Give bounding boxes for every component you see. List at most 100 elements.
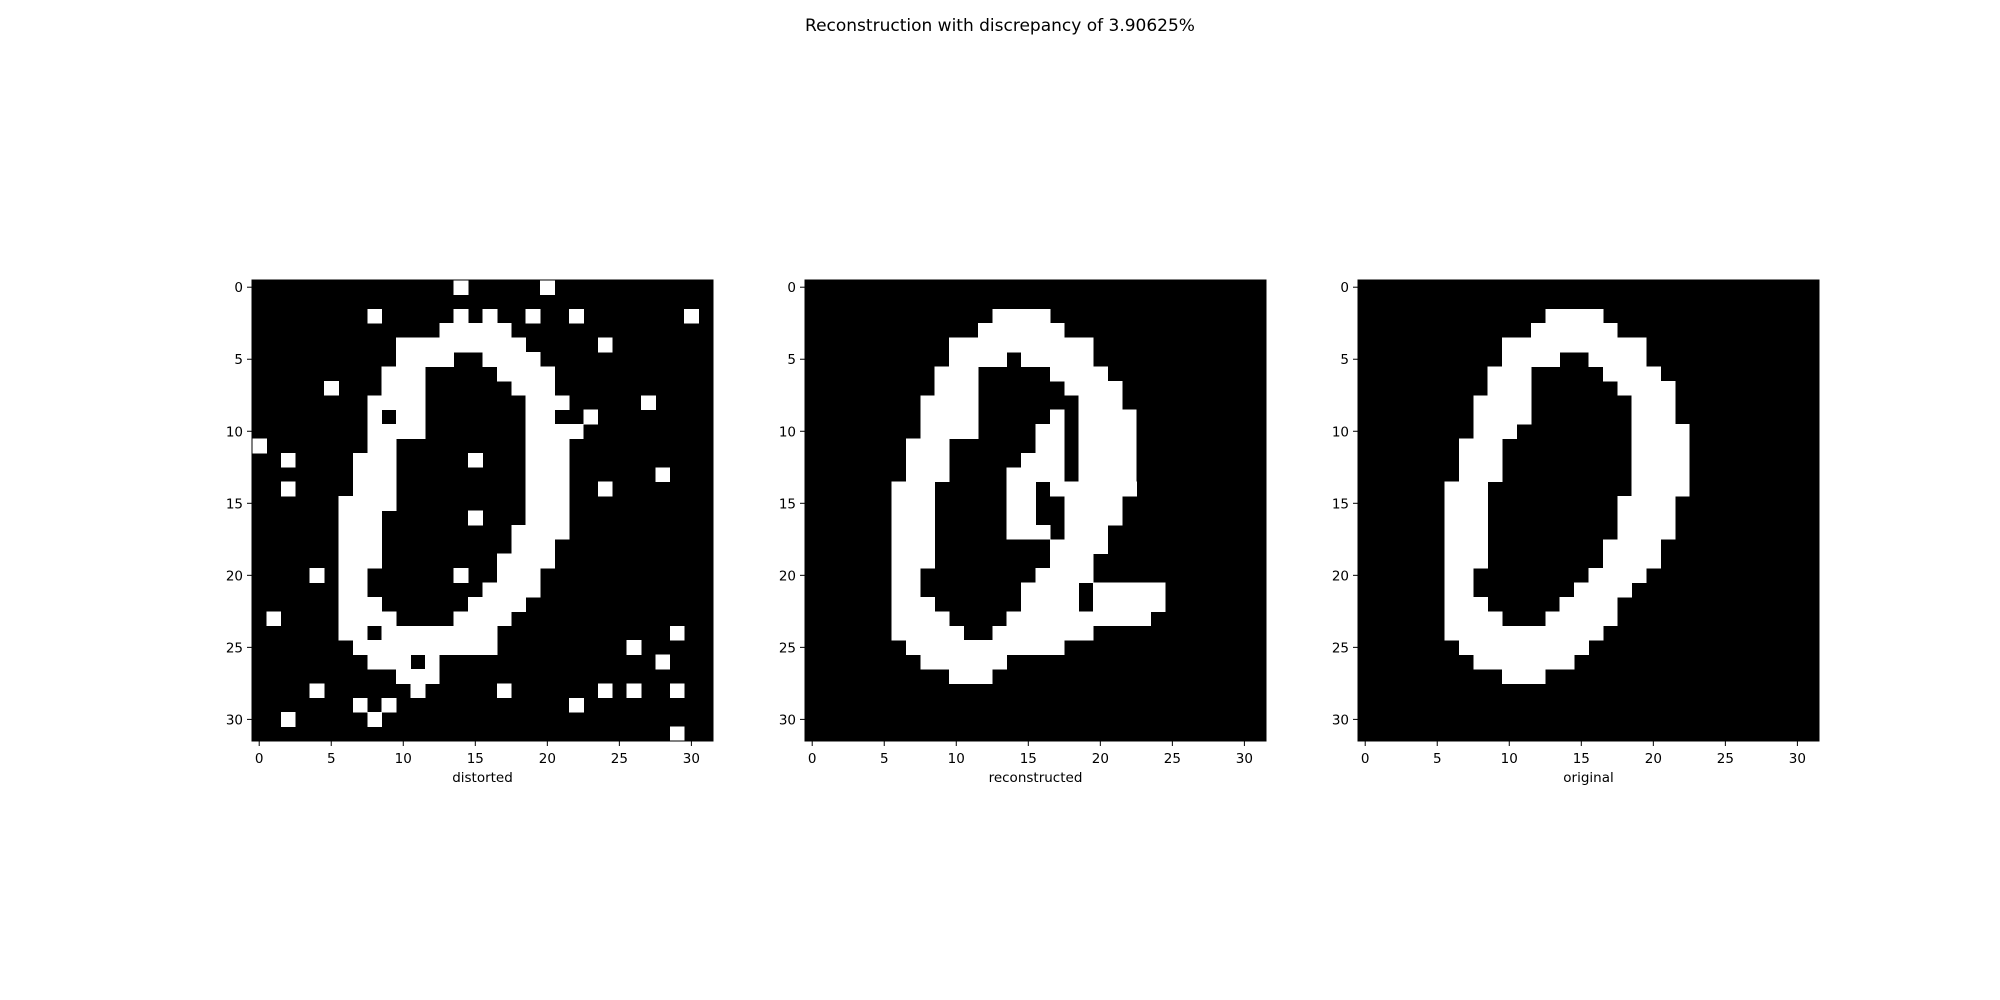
pixel-run [934, 366, 979, 382]
pixel-run [640, 395, 656, 411]
pixel-run [905, 452, 950, 468]
pixel-run [453, 611, 512, 627]
pixel-run [482, 352, 541, 367]
pixel-run [669, 683, 685, 699]
pixel-run [309, 683, 325, 699]
y-tick-label: 20 [779, 568, 796, 584]
pixel-run [1631, 481, 1690, 497]
pixel-run [891, 539, 936, 555]
pixel-run [891, 553, 936, 569]
y-tick-label: 15 [1332, 496, 1349, 512]
x-tick-label: 10 [1501, 751, 1518, 767]
pixel-run [1444, 568, 1474, 583]
pixel-run [280, 452, 296, 468]
pixel-run [338, 625, 368, 641]
x-axis-label: original [1563, 770, 1613, 786]
y-tick-label: 0 [1340, 280, 1349, 296]
pixel-run [367, 654, 411, 670]
pixel-run [338, 568, 368, 583]
pixel-run [1487, 380, 1532, 396]
pixel-run [511, 380, 555, 396]
pixel-run [1078, 395, 1123, 411]
y-tick-label: 10 [1332, 424, 1349, 440]
pixel-run [396, 337, 527, 353]
pixel-run [1617, 380, 1676, 396]
pixel-run [525, 496, 570, 511]
pixel-run [1473, 654, 1575, 670]
y-tick-label: 0 [787, 280, 796, 296]
y-tick-label: 5 [1340, 352, 1349, 368]
pixel-run [1064, 524, 1108, 540]
panel-reconstructed: 0 5 10 15 20 25 30 0 5 10 15 20 25 30 reconstructed [779, 279, 1267, 786]
pixel-run [352, 640, 498, 655]
pixel-run [1064, 510, 1123, 526]
pixel-run [891, 524, 936, 540]
y-tick-label: 15 [779, 496, 796, 512]
pixel-run [453, 280, 469, 295]
pixel-run [1473, 424, 1517, 439]
pixel-run [1078, 452, 1137, 468]
pixel-run [1064, 380, 1123, 396]
pixel-run [977, 323, 1065, 339]
pixel-run [891, 625, 964, 641]
pixel-run [1631, 467, 1690, 483]
x-tick-label: 30 [1789, 751, 1806, 767]
pixel-run [920, 409, 979, 425]
pixel-run [525, 395, 570, 411]
pixel-run [1631, 395, 1676, 411]
pixel-run [468, 596, 527, 612]
pixel-run [905, 467, 950, 483]
pixel-run [1458, 467, 1503, 483]
pixel-run [1444, 510, 1489, 526]
pixel-run [525, 510, 570, 526]
axes-frame [1357, 279, 1820, 742]
x-tick-label: 15 [467, 751, 484, 767]
y-tick-label: 20 [226, 568, 243, 584]
pixel-run [1078, 409, 1137, 425]
pixel-run [1602, 553, 1661, 569]
y-tick-label: 25 [779, 640, 796, 656]
pixel-run [1617, 510, 1676, 526]
pixel-run [669, 625, 685, 641]
x-tick-label: 0 [808, 751, 817, 767]
pixel-run [1021, 452, 1065, 468]
pixel-run [1617, 524, 1676, 540]
pixel-run [669, 726, 685, 742]
axes-frame [804, 279, 1267, 742]
pixel-run [891, 596, 936, 612]
pixel-run [280, 481, 296, 497]
pixel-run [266, 611, 282, 627]
y-tick-label: 30 [779, 712, 796, 728]
figure-title: Reconstruction with discrepancy of 3.906… [805, 16, 1195, 36]
pixel-run [1021, 596, 1080, 612]
pixel-run [1021, 582, 1080, 598]
x-tick-label: 10 [395, 751, 412, 767]
pixel-run [338, 539, 383, 555]
pixel-run [1473, 409, 1532, 425]
pixel-run [1631, 452, 1690, 468]
x-tick-label: 5 [1433, 751, 1442, 767]
panel-distorted: 0 5 10 15 20 25 30 0 5 10 15 20 25 30 distorted [226, 279, 714, 786]
pixel-run [1444, 481, 1489, 497]
pixel-run [655, 467, 671, 483]
pixel-run [1559, 596, 1618, 612]
pixel-run [381, 625, 498, 641]
pixel-run [338, 553, 383, 569]
pixel-run [468, 510, 483, 526]
pixel-run [920, 395, 979, 411]
pixel-run [540, 280, 555, 295]
pixel-run [1444, 496, 1489, 511]
pixel-run [1035, 424, 1065, 439]
pixel-run [525, 308, 541, 324]
pixel-run [381, 697, 397, 713]
pixel-run [525, 409, 555, 425]
pixel-run [920, 424, 979, 439]
pixel-run [1444, 553, 1489, 569]
x-tick-label: 5 [880, 751, 889, 767]
pixel-run [655, 654, 671, 670]
y-tick-label: 15 [226, 496, 243, 512]
pixel-run [568, 308, 584, 324]
pixel-run [1487, 366, 1532, 382]
pixel-run [891, 568, 921, 583]
